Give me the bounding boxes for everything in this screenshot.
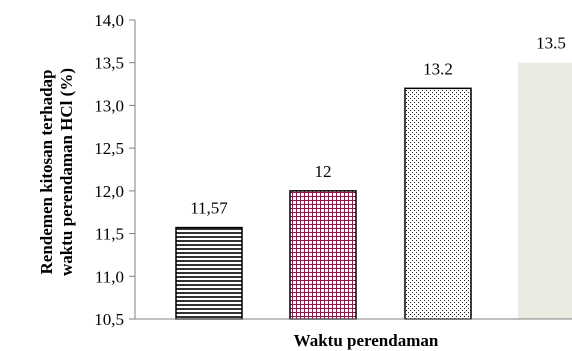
bar <box>518 62 572 319</box>
y-tick-label: 10,5 <box>94 310 124 329</box>
data-label: 11,57 <box>190 199 228 218</box>
y-tick-label: 11,0 <box>95 267 124 286</box>
y-tick-label: 12,5 <box>94 139 124 158</box>
y-axis-title: Rendemen kitosan terhadap waktu perendama… <box>37 68 76 276</box>
y-tick-label: 12,0 <box>94 182 124 201</box>
bar <box>289 190 357 320</box>
y-tick-label: 13,5 <box>94 54 124 73</box>
data-label: 13.2 <box>423 59 453 78</box>
y-tick-label: 11,5 <box>95 225 124 244</box>
y-axis-title-line: waktu perendaman HCl (%) <box>57 68 76 276</box>
bar <box>404 87 472 320</box>
y-ticks: 10,5 11,0 11,5 12,0 12,5 13,0 13,5 14,0 <box>94 11 135 329</box>
data-labels: 11,57 12 13.2 13.5 <box>190 34 566 218</box>
bars <box>175 62 572 320</box>
data-label: 13.5 <box>536 34 566 53</box>
y-tick-label: 13,0 <box>94 96 124 115</box>
y-tick-label: 14,0 <box>94 11 124 30</box>
x-axis-title: Waktu perendaman <box>294 331 439 350</box>
data-label: 12 <box>315 162 332 181</box>
bar <box>175 226 243 320</box>
y-axis-title-line: Rendemen kitosan terhadap <box>37 70 56 275</box>
